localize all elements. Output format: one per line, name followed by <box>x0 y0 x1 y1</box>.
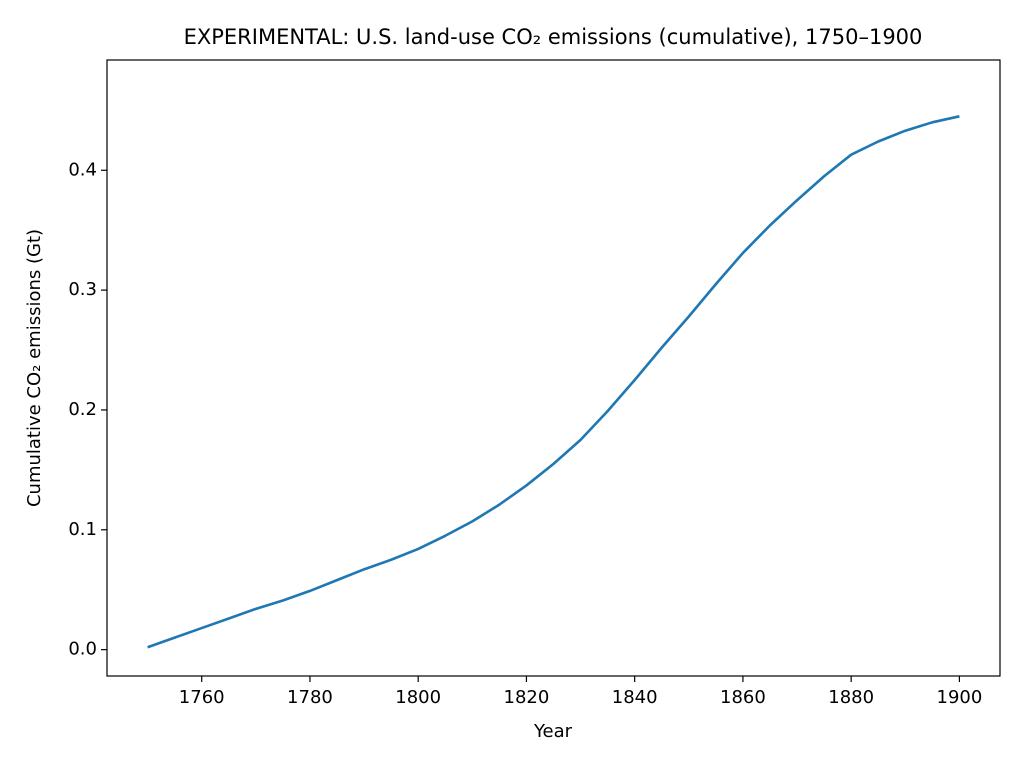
x-tick-label: 1900 <box>937 687 983 708</box>
x-axis-label: Year <box>533 721 573 742</box>
plot-frame <box>106 59 1001 677</box>
x-tick-label: 1780 <box>287 687 333 708</box>
y-axis-label: Cumulative CO₂ emissions (Gt) <box>24 229 45 507</box>
chart-title: EXPERIMENTAL: U.S. land-use CO₂ emission… <box>184 25 923 49</box>
x-tick-label: 1880 <box>828 687 874 708</box>
y-tick-label: 0.0 <box>68 639 97 660</box>
x-tick-label: 1820 <box>504 687 550 708</box>
x-tick-label: 1840 <box>612 687 658 708</box>
y-tick-label: 0.1 <box>68 519 97 540</box>
y-tick-label: 0.2 <box>68 399 97 420</box>
x-tick-label: 1860 <box>720 687 766 708</box>
x-tick-label: 1760 <box>179 687 225 708</box>
data-line <box>147 115 960 649</box>
y-tick-label: 0.3 <box>68 279 97 300</box>
y-tick-label: 0.4 <box>68 159 97 180</box>
x-tick-label: 1800 <box>395 687 441 708</box>
